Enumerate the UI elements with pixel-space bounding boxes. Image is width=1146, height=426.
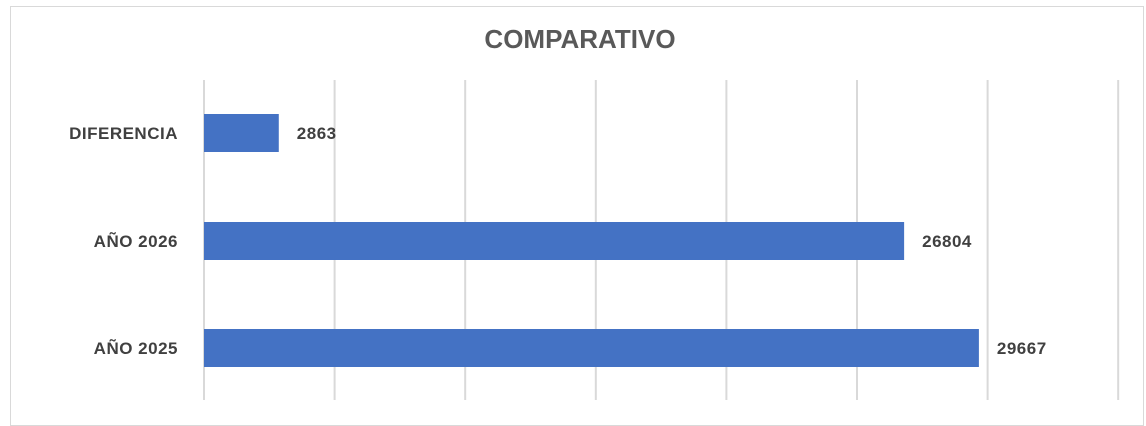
data-label: 26804 [922, 232, 972, 251]
bar [204, 222, 905, 260]
category-label: DIFERENCIA [69, 124, 178, 143]
category-label: AÑO 2026 [94, 231, 178, 251]
category-label: AÑO 2025 [94, 338, 178, 358]
chart-title: COMPARATIVO [484, 24, 675, 54]
labels: DIFERENCIA 2863 AÑO 2026 26804 AÑO 2025 29667 [69, 124, 1047, 358]
bars [204, 114, 979, 367]
data-label: 2863 [297, 124, 337, 143]
bar [204, 114, 279, 152]
data-label: 29667 [997, 339, 1047, 358]
bar [204, 329, 979, 367]
